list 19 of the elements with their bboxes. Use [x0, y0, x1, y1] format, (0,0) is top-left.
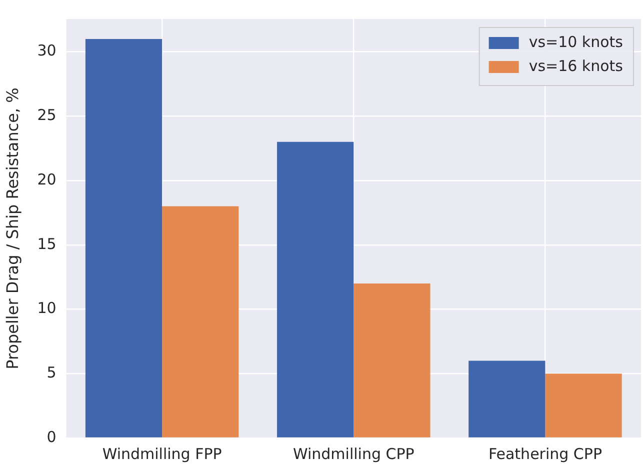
bar: [162, 206, 239, 438]
x-tick-label: Windmilling CPP: [292, 444, 414, 463]
y-tick-label: 0: [46, 428, 56, 446]
bar: [545, 374, 622, 438]
legend-label: vs=16 knots: [528, 56, 624, 75]
bar: [354, 284, 430, 438]
y-tick-label: 30: [37, 42, 56, 60]
x-tick-label: Feathering CPP: [488, 444, 602, 463]
y-tick-label: 10: [37, 299, 56, 318]
y-tick-label: 20: [37, 170, 56, 188]
legend-label: vs=10 knots: [528, 32, 624, 51]
bar: [277, 142, 354, 438]
y-tick-label: 5: [46, 364, 56, 382]
y-axis-title: Propeller Drag / Ship Resistance, %: [2, 88, 22, 370]
y-tick-label: 15: [37, 234, 56, 253]
bar: [85, 38, 162, 438]
x-tick-label: Windmilling FPP: [102, 444, 222, 463]
y-tick-label: 25: [37, 106, 56, 124]
bar: [468, 360, 546, 438]
